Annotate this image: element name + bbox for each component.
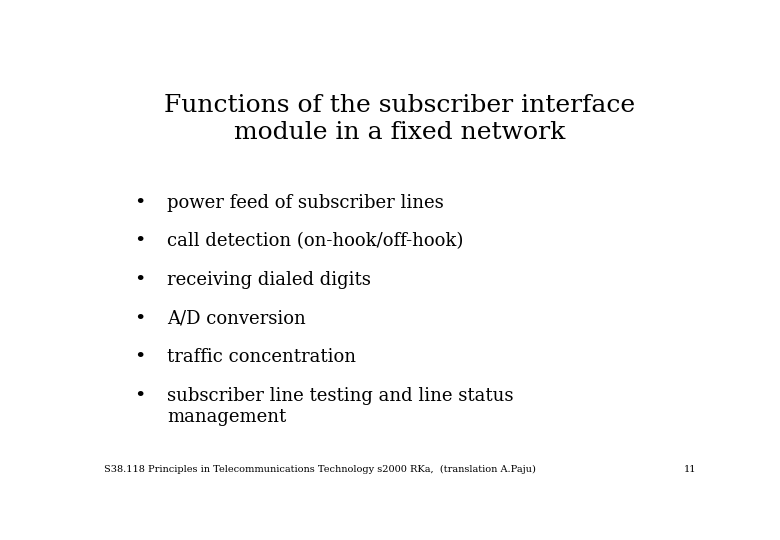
Text: receiving dialed digits: receiving dialed digits [167, 271, 371, 289]
Text: •: • [134, 194, 146, 212]
Text: •: • [134, 310, 146, 328]
Text: 11: 11 [683, 465, 696, 474]
Text: power feed of subscriber lines: power feed of subscriber lines [167, 194, 444, 212]
Text: •: • [134, 348, 146, 366]
Text: call detection (on-hook/off-hook): call detection (on-hook/off-hook) [167, 232, 463, 251]
Text: •: • [134, 232, 146, 251]
Text: Functions of the subscriber interface
module in a fixed network: Functions of the subscriber interface mo… [164, 94, 636, 144]
Text: •: • [134, 387, 146, 405]
Text: traffic concentration: traffic concentration [167, 348, 356, 366]
Text: •: • [134, 271, 146, 289]
Text: S38.118 Principles in Telecommunications Technology s2000 RKa,  (translation A.P: S38.118 Principles in Telecommunications… [104, 465, 535, 474]
Text: subscriber line testing and line status
management: subscriber line testing and line status … [167, 387, 513, 426]
Text: A/D conversion: A/D conversion [167, 310, 306, 328]
